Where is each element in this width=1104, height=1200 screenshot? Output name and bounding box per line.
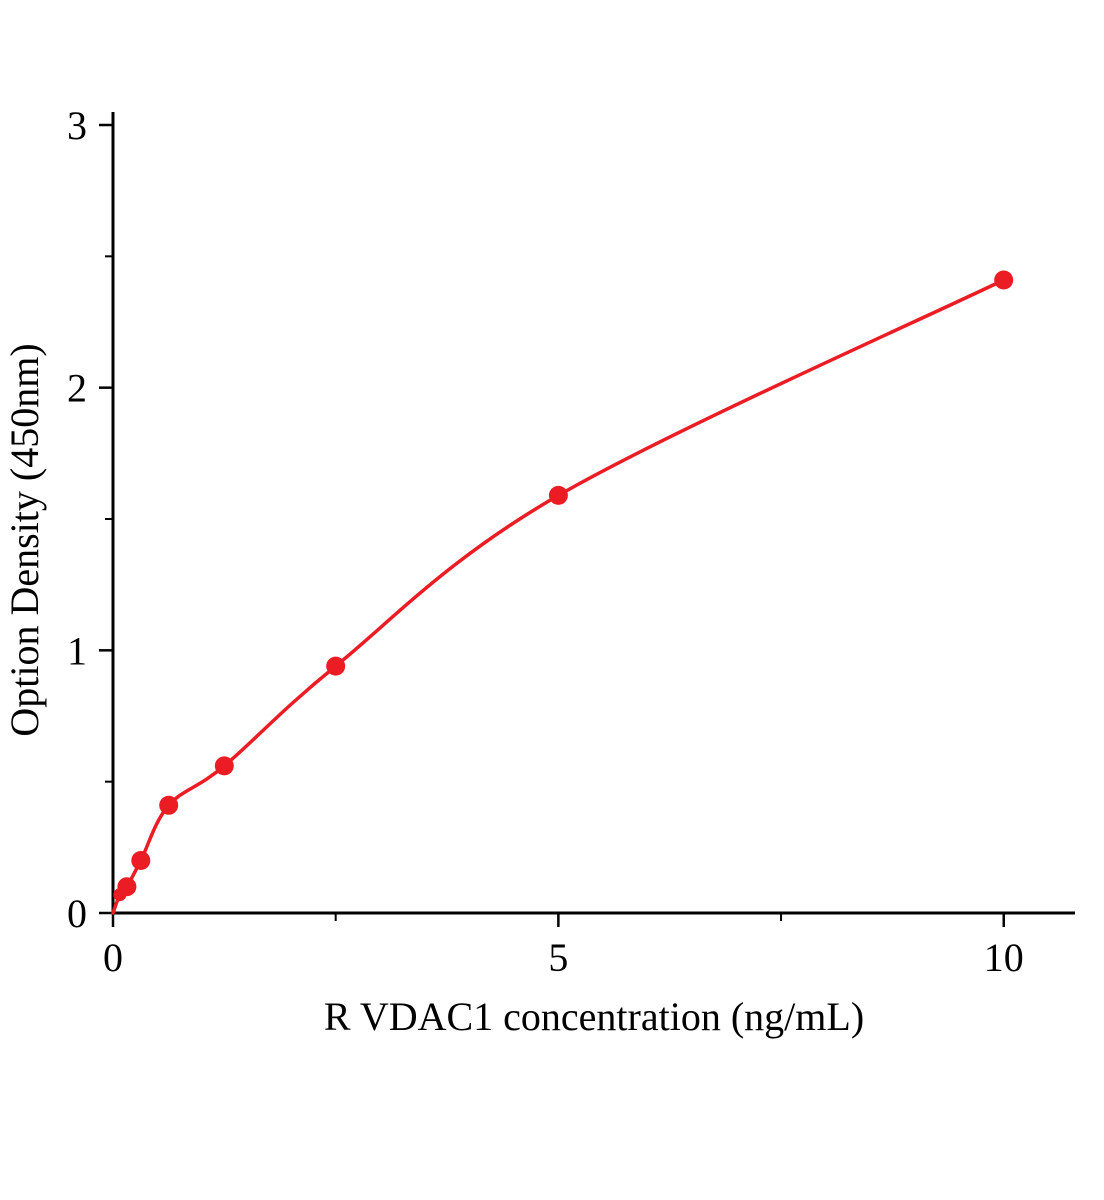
data-points <box>113 270 1014 902</box>
tick-marks <box>99 123 1005 927</box>
data-point <box>994 270 1014 290</box>
x-axis-label: R VDAC1 concentration (ng/mL) <box>324 994 864 1039</box>
x-tick-label: 0 <box>103 935 123 980</box>
data-point <box>548 485 568 505</box>
y-tick-label: 0 <box>67 891 87 936</box>
data-point <box>159 795 179 815</box>
data-point <box>214 756 234 776</box>
data-point <box>131 851 151 870</box>
y-tick-label: 1 <box>67 628 87 673</box>
fitted-curve <box>111 278 1006 915</box>
y-tick-label: 3 <box>67 103 87 148</box>
x-tick-label: 5 <box>548 935 568 980</box>
tick-labels: 0 5 10 0 1 2 3 <box>67 103 1024 980</box>
data-point <box>117 877 137 897</box>
x-tick-label: 10 <box>984 935 1024 980</box>
data-point <box>326 656 346 676</box>
y-axis-label: Option Density (450nm) <box>2 343 47 736</box>
axes <box>111 112 1075 915</box>
y-tick-label: 2 <box>67 366 87 411</box>
